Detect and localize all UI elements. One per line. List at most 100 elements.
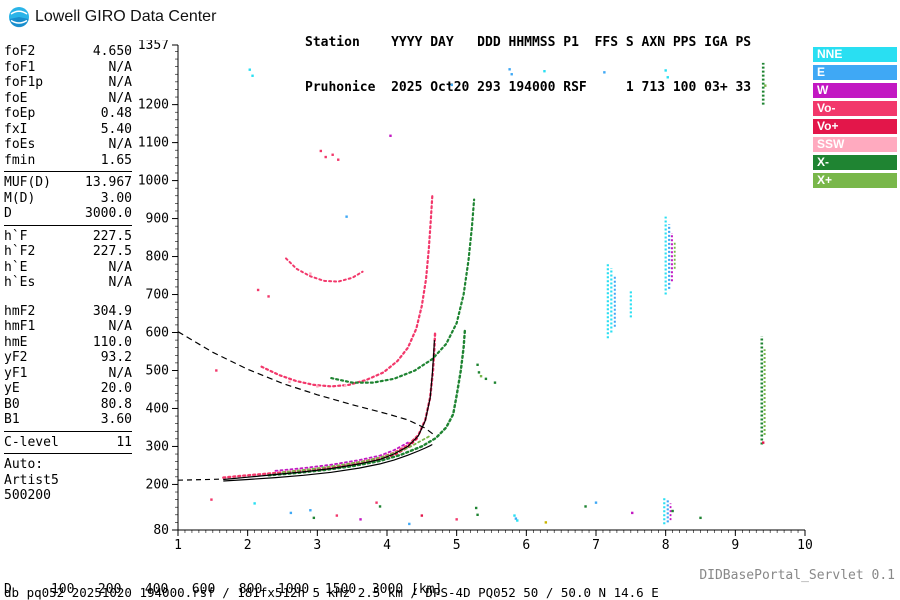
y-tick-label: 200 bbox=[146, 477, 169, 492]
y-tick-label: 300 bbox=[146, 439, 169, 454]
echo-dot-X+ bbox=[479, 374, 483, 378]
y-tick-label: 700 bbox=[146, 288, 169, 303]
legend-item-E: E bbox=[813, 65, 897, 80]
param-value: N/A bbox=[108, 365, 132, 381]
echo-dot-E bbox=[594, 501, 598, 504]
divider bbox=[4, 224, 132, 226]
echo-dot-other bbox=[544, 521, 548, 524]
param-label: h`F2 bbox=[4, 244, 36, 259]
param-value: 227.5 bbox=[92, 244, 132, 259]
echo-dot-Vo- bbox=[335, 514, 339, 517]
echo-dot-E bbox=[309, 509, 312, 512]
trace-second-hop-x bbox=[330, 198, 476, 384]
y-tick-label: 1000 bbox=[138, 174, 169, 189]
parameter-panel: foF2 4.650 foF1 N/A foF1p N/A foE N/A foEp 0.48 fx… bbox=[4, 44, 132, 504]
lowell-giro-logo-icon bbox=[9, 7, 29, 28]
x-tick-label: 4 bbox=[383, 538, 391, 553]
param-label: foEs bbox=[4, 137, 36, 152]
echo-dot-Vo- bbox=[267, 295, 270, 298]
legend-item-W: W bbox=[813, 83, 897, 98]
param-label: yF1 bbox=[4, 365, 28, 381]
legend-item-X+: X+ bbox=[813, 173, 897, 188]
param-value: N/A bbox=[108, 137, 132, 152]
param-value: 4.650 bbox=[92, 44, 132, 59]
param-value: 110.0 bbox=[92, 334, 132, 350]
echo-dot-X- bbox=[378, 505, 382, 508]
echo-dot-SSW bbox=[309, 272, 312, 275]
echo-dot-X+ bbox=[764, 84, 767, 87]
param-label: Artist5 bbox=[4, 472, 59, 488]
echo-dot-X- bbox=[699, 516, 702, 520]
param-label: hmE bbox=[4, 334, 28, 350]
param-label: h`Es bbox=[4, 275, 36, 290]
legend-item-NNE: NNE bbox=[813, 47, 897, 62]
artist-trace-fit bbox=[223, 340, 435, 481]
y-tick-label: 800 bbox=[146, 250, 169, 265]
param-row: B0 80.8 bbox=[4, 397, 132, 413]
param-row: hmF1 N/A bbox=[4, 319, 132, 335]
echo-dot-NNE bbox=[666, 76, 669, 79]
x-tick-label: 10 bbox=[797, 538, 813, 553]
divider bbox=[4, 171, 132, 172]
trace-third-hop-arc bbox=[285, 257, 364, 283]
legend-item-Vo+: Vo+ bbox=[813, 119, 897, 134]
echo-dot-E bbox=[345, 215, 348, 218]
param-label: h`F bbox=[4, 228, 28, 244]
echo-dot-X- bbox=[493, 381, 497, 384]
echo-dot-NNE bbox=[253, 502, 256, 505]
param-value: 93.2 bbox=[100, 350, 132, 365]
echo-dot-X- bbox=[484, 377, 488, 381]
y-tick-label: 1100 bbox=[138, 136, 169, 151]
trace-f-trace-xp-flecks bbox=[281, 435, 430, 474]
param-row: Auto: bbox=[4, 457, 132, 473]
param-row: foEs N/A bbox=[4, 137, 132, 153]
trace-start-dashed bbox=[177, 478, 224, 481]
echo-dot-Vo- bbox=[324, 155, 327, 159]
d-row: D 100 200 400 600 800 1000 1500 3000 [km… bbox=[4, 582, 443, 597]
param-label: MUF(D) bbox=[4, 175, 51, 190]
y-tick-label: 600 bbox=[146, 326, 169, 341]
echo-dot-Vo- bbox=[256, 288, 260, 292]
legend-item-SSW: SSW bbox=[813, 137, 897, 152]
x-tick-label: 3 bbox=[313, 538, 321, 553]
param-value: N/A bbox=[108, 90, 132, 106]
page-title: Lowell GIRO Data Center bbox=[35, 8, 217, 25]
echo-dot-SSW bbox=[344, 384, 347, 387]
param-label: foF2 bbox=[4, 44, 36, 59]
legend-item-Vo-: Vo- bbox=[813, 101, 897, 116]
param-label: foF1 bbox=[4, 59, 36, 75]
electron-density-profile bbox=[223, 443, 433, 482]
echo-dot-X- bbox=[671, 509, 674, 513]
param-row: foF1p N/A bbox=[4, 75, 132, 91]
trace-second-hop-o bbox=[260, 194, 434, 388]
echo-dot-NNE bbox=[248, 68, 251, 71]
x-tick-label: 5 bbox=[453, 538, 461, 553]
param-row: h`F2 227.5 bbox=[4, 244, 132, 260]
servlet-version: DIDBasePortal_Servlet 0.1 bbox=[699, 568, 895, 583]
echo-dot-W bbox=[359, 518, 362, 521]
echo-dot-E bbox=[289, 511, 293, 515]
param-value: N/A bbox=[108, 59, 132, 75]
divider bbox=[4, 453, 132, 454]
param-row: foF1 N/A bbox=[4, 60, 132, 76]
param-value: N/A bbox=[108, 275, 132, 290]
param-row: fxI 5.40 bbox=[4, 122, 132, 138]
param-value: N/A bbox=[108, 259, 132, 275]
param-label: foE bbox=[4, 90, 28, 106]
ionogram-chart: 1 2 3 4 5 6 7 8 9 10 1357 1200 1100 1000 900 800 700 600 5… bbox=[138, 38, 813, 553]
echo-dot-Vo- bbox=[319, 149, 323, 153]
x-tick-label: 8 bbox=[662, 538, 670, 553]
echo-dot-NNE bbox=[251, 74, 254, 77]
echo-dot-Vo- bbox=[210, 498, 213, 501]
echo-dot-X- bbox=[476, 513, 479, 517]
param-row: fmin 1.65 bbox=[4, 153, 132, 169]
x-tick-label: 2 bbox=[244, 538, 252, 553]
param-value: 227.5 bbox=[92, 228, 132, 244]
echo-dot-X- bbox=[476, 363, 479, 366]
param-label: D bbox=[4, 206, 12, 221]
status-bar: db pq052 20251020 194000.rsf / 181fx512h… bbox=[4, 585, 659, 600]
param-row: 500200 bbox=[4, 488, 132, 504]
param-value: N/A bbox=[108, 75, 132, 90]
param-value: 5.40 bbox=[100, 121, 132, 137]
param-label: h`E bbox=[4, 259, 28, 275]
